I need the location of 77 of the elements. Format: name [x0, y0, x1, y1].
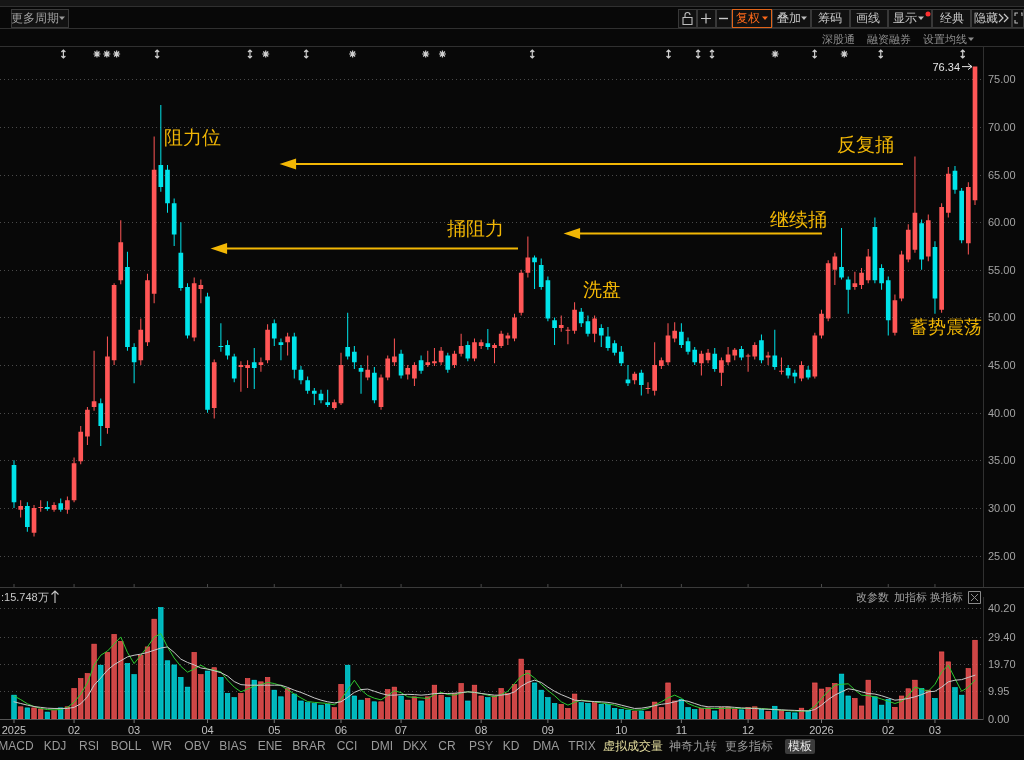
annotation: 76.34 — [932, 60, 960, 73]
candlestick — [425, 350, 431, 367]
candlestick — [839, 227, 844, 280]
candlestick — [719, 357, 724, 387]
y-tick-label: 75.00 — [988, 73, 1016, 86]
y-tick-label: 40.00 — [988, 406, 1016, 419]
candlestick — [85, 407, 90, 446]
candlestick — [845, 276, 851, 314]
candlestick — [565, 327, 571, 345]
candlestick — [305, 376, 310, 394]
text: 隐藏 — [974, 11, 998, 25]
candlestick — [405, 365, 411, 380]
candlestick — [558, 315, 564, 332]
y-tick-label: 60.00 — [988, 216, 1016, 229]
annotation: 反复捅 — [836, 133, 894, 155]
candlestick — [311, 387, 317, 406]
candlestick — [18, 500, 24, 518]
text: 显示 — [893, 11, 917, 25]
candlestick — [792, 369, 798, 384]
y-tick-label: 50.00 — [988, 311, 1016, 324]
candlestick — [45, 501, 50, 511]
candlestick — [732, 347, 738, 361]
candlestick — [485, 328, 491, 350]
candlestick — [552, 317, 557, 346]
candlestick — [532, 255, 537, 289]
candlestick — [598, 324, 604, 347]
candlestick — [538, 258, 544, 290]
annotation: 捅阻力 — [446, 217, 504, 239]
candlestick — [345, 312, 351, 360]
y-tick-label: 70.00 — [988, 121, 1016, 133]
y-tick-label: 30.00 — [988, 501, 1016, 514]
candlestick — [659, 357, 664, 369]
candlestick — [25, 502, 30, 532]
candlestick — [158, 105, 164, 192]
candlestick — [65, 496, 70, 514]
candlestick — [492, 343, 497, 364]
annotation: 蓄势震荡 — [910, 317, 982, 337]
y-tick-label: 45.00 — [988, 359, 1016, 372]
annotation: 继续捅 — [769, 208, 827, 230]
y-tick-label: 35.00 — [988, 454, 1016, 467]
text: 更多周期 — [11, 11, 59, 25]
candlestick — [332, 399, 337, 410]
candlestick — [612, 340, 617, 356]
candlestick — [245, 360, 250, 388]
text: 融资融券 — [867, 33, 911, 45]
text: 复权 — [736, 11, 760, 25]
candlestick — [225, 340, 230, 360]
y-tick-label: 25.00 — [988, 549, 1016, 562]
candlestick — [251, 347, 257, 389]
y-tick-label: 65.00 — [988, 168, 1016, 181]
candlestick — [58, 498, 64, 512]
candlestick — [98, 398, 104, 447]
candlestick — [745, 353, 751, 372]
candlestick — [779, 357, 784, 375]
candlestick — [38, 500, 44, 512]
candlestick — [645, 382, 651, 394]
candlestick — [238, 361, 244, 392]
candlestick — [925, 214, 931, 262]
candlestick — [91, 350, 97, 411]
candlestick — [325, 389, 330, 407]
candlestick — [171, 198, 177, 247]
text: 筹码 — [818, 11, 842, 25]
candlestick — [772, 329, 778, 370]
text: 经典 — [940, 11, 964, 25]
text: 深股通 — [821, 33, 855, 45]
candlestick — [752, 342, 758, 360]
candlestick — [572, 302, 577, 334]
candlestick — [652, 342, 657, 396]
annotation: 阻力位 — [163, 126, 221, 148]
annotation: 洗盘 — [583, 278, 621, 300]
candlestick — [432, 347, 437, 367]
y-tick-label: 55.00 — [988, 263, 1016, 276]
text: 设置均线 — [923, 33, 967, 45]
text: 叠加 — [777, 11, 801, 25]
text: 画线 — [856, 11, 880, 25]
candlestick — [218, 323, 224, 352]
candlestick — [592, 315, 597, 343]
